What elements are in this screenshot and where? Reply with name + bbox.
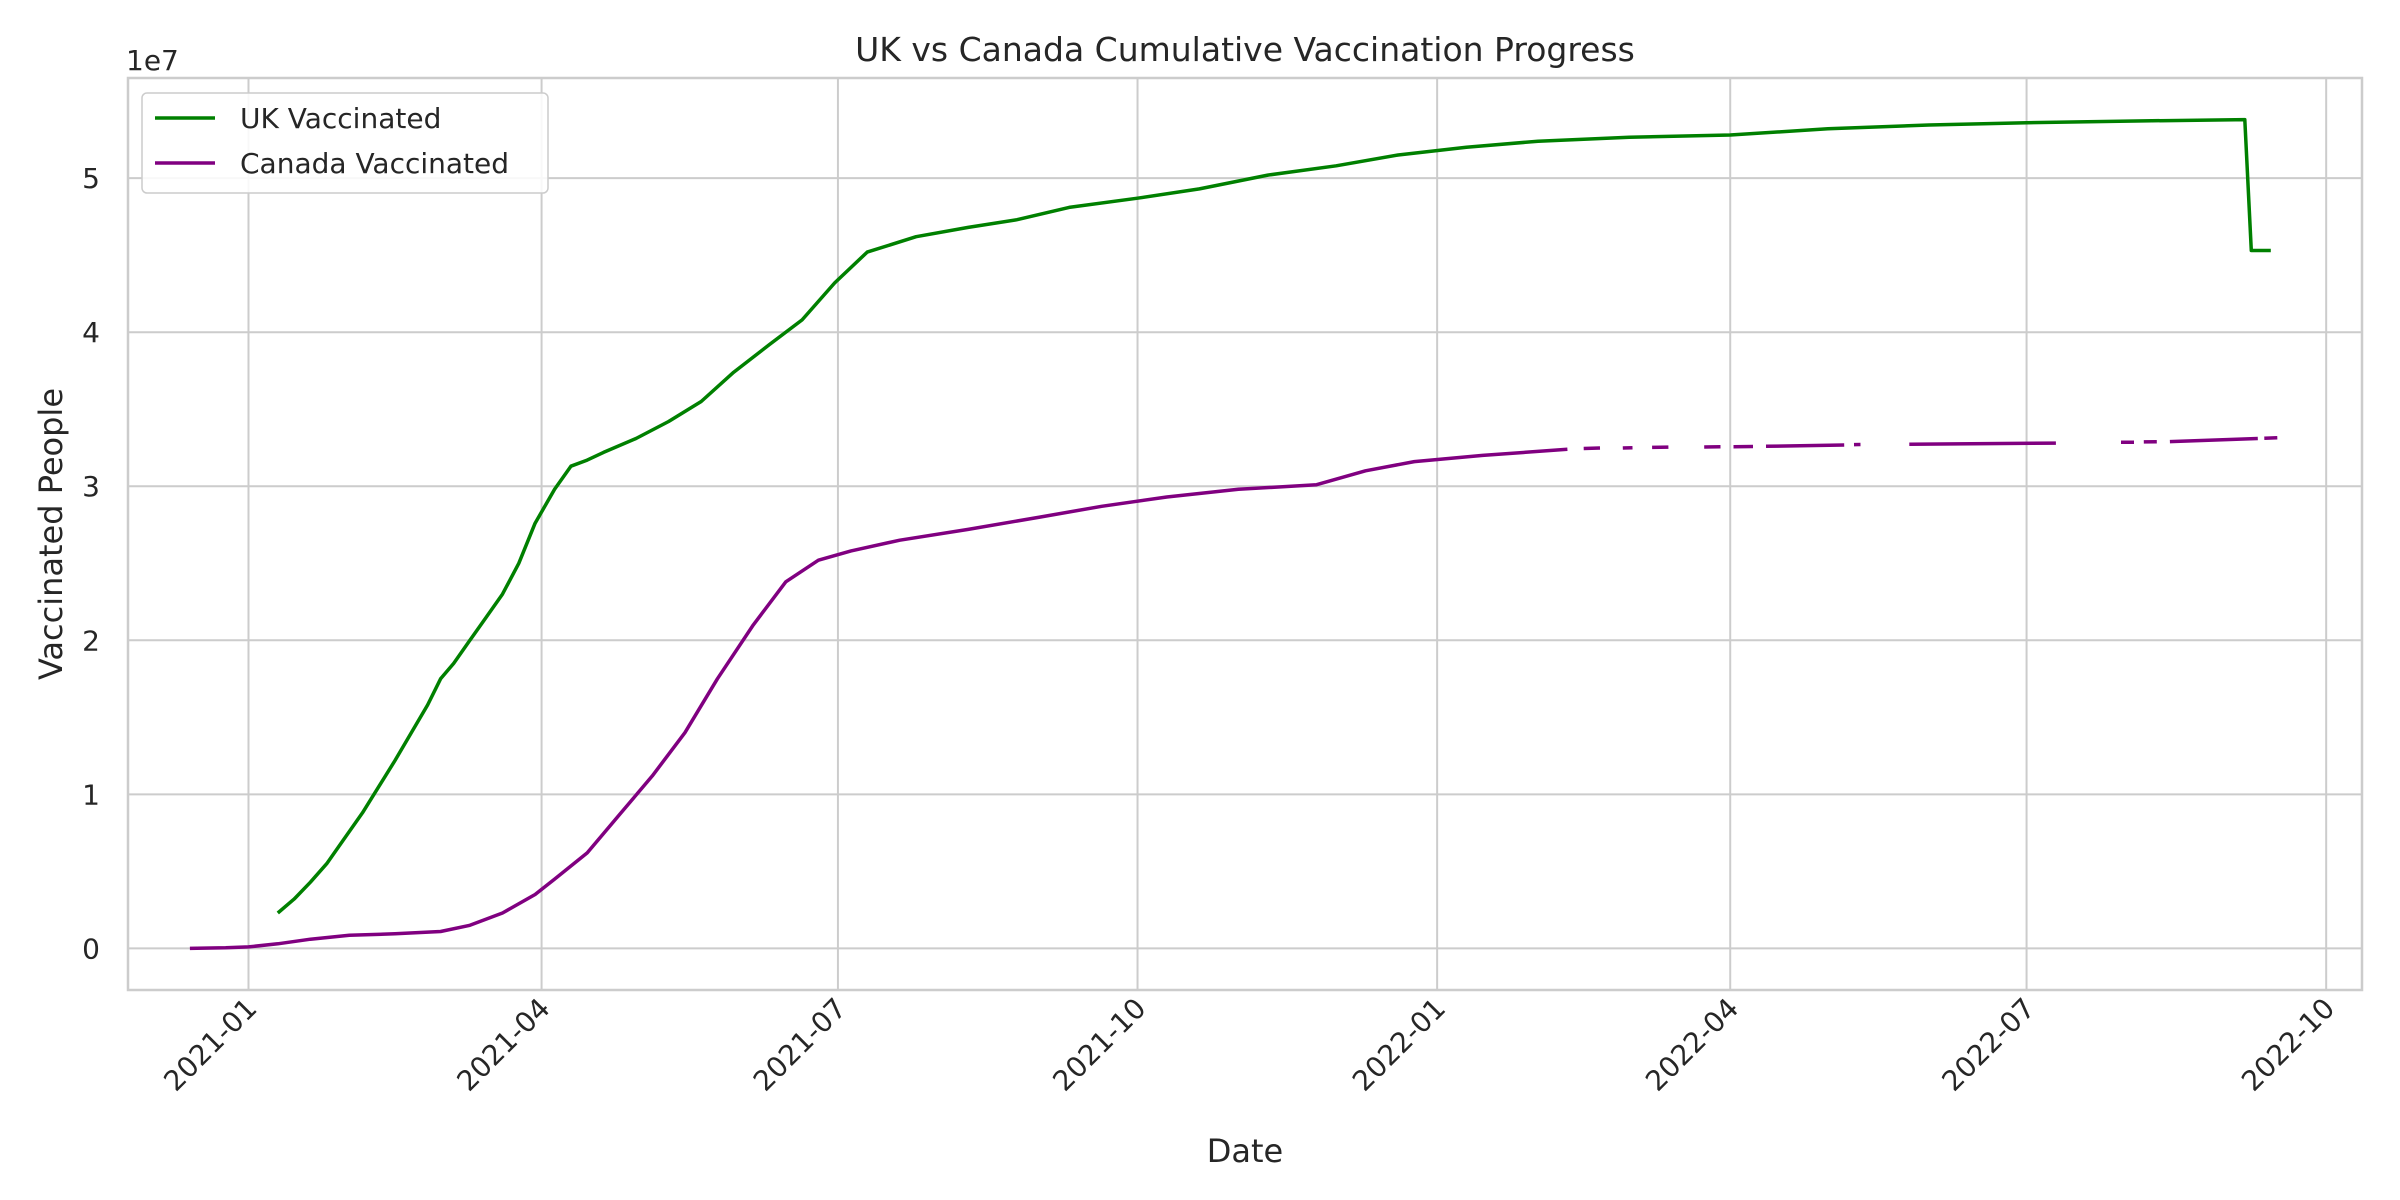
y-tick-label: 4: [82, 316, 100, 349]
x-tick-label: 2021-07: [747, 992, 853, 1098]
series-canada-line-segment: [2169, 436, 2258, 444]
y-axis-label: Vaccinated People: [32, 388, 70, 680]
y-tick-label: 5: [82, 162, 100, 195]
legend-box: [141, 92, 549, 194]
x-tick-label: 2021-10: [1046, 992, 1152, 1098]
series-canada-line-segment: [1909, 441, 2056, 447]
legend-label-uk: UK Vaccinated: [240, 102, 441, 135]
series-canada-line-segment: [1765, 443, 1845, 449]
series-uk: [276, 117, 2271, 915]
chart-title: UK vs Canada Cumulative Vaccination Prog…: [855, 30, 1635, 69]
x-tick-label: 2022-07: [1935, 992, 2041, 1098]
x-tick-label: 2022-01: [1346, 992, 1452, 1098]
x-tick-label: 2022-04: [1639, 992, 1745, 1098]
plot-background: [128, 78, 2362, 990]
y-axis-ticks: 0 1 2 3 4 5: [82, 162, 100, 965]
series-layer: [189, 117, 2278, 951]
legend-label-canada: Canada Vaccinated: [240, 147, 509, 180]
series-uk-line-segment: [276, 117, 2271, 915]
x-axis-label: Date: [1207, 1132, 1283, 1170]
x-tick-label: 2021-01: [157, 992, 263, 1098]
legend: UK Vaccinated Canada Vaccinated: [141, 92, 549, 194]
y-tick-label: 1: [82, 778, 100, 811]
x-axis-ticks: 2021-01 2021-04 2021-07 2021-10 2022-01 2022-…: [157, 992, 2341, 1098]
series-canada-line-segment: [1583, 446, 1601, 451]
x-tick-label: 2021-04: [450, 992, 556, 1098]
series-canada-line-segment: [189, 447, 1568, 951]
y-tick-label: 0: [82, 932, 100, 965]
plot-frame: [126, 76, 2364, 992]
y-tick-label: 2: [82, 624, 100, 657]
series-canada-line-segment: [2264, 435, 2278, 440]
x-tick-label: 2022-10: [2235, 992, 2341, 1098]
series-canada: [189, 435, 2278, 951]
y-tick-label: 3: [82, 470, 100, 503]
y-offset-label: 1e7: [126, 44, 179, 77]
